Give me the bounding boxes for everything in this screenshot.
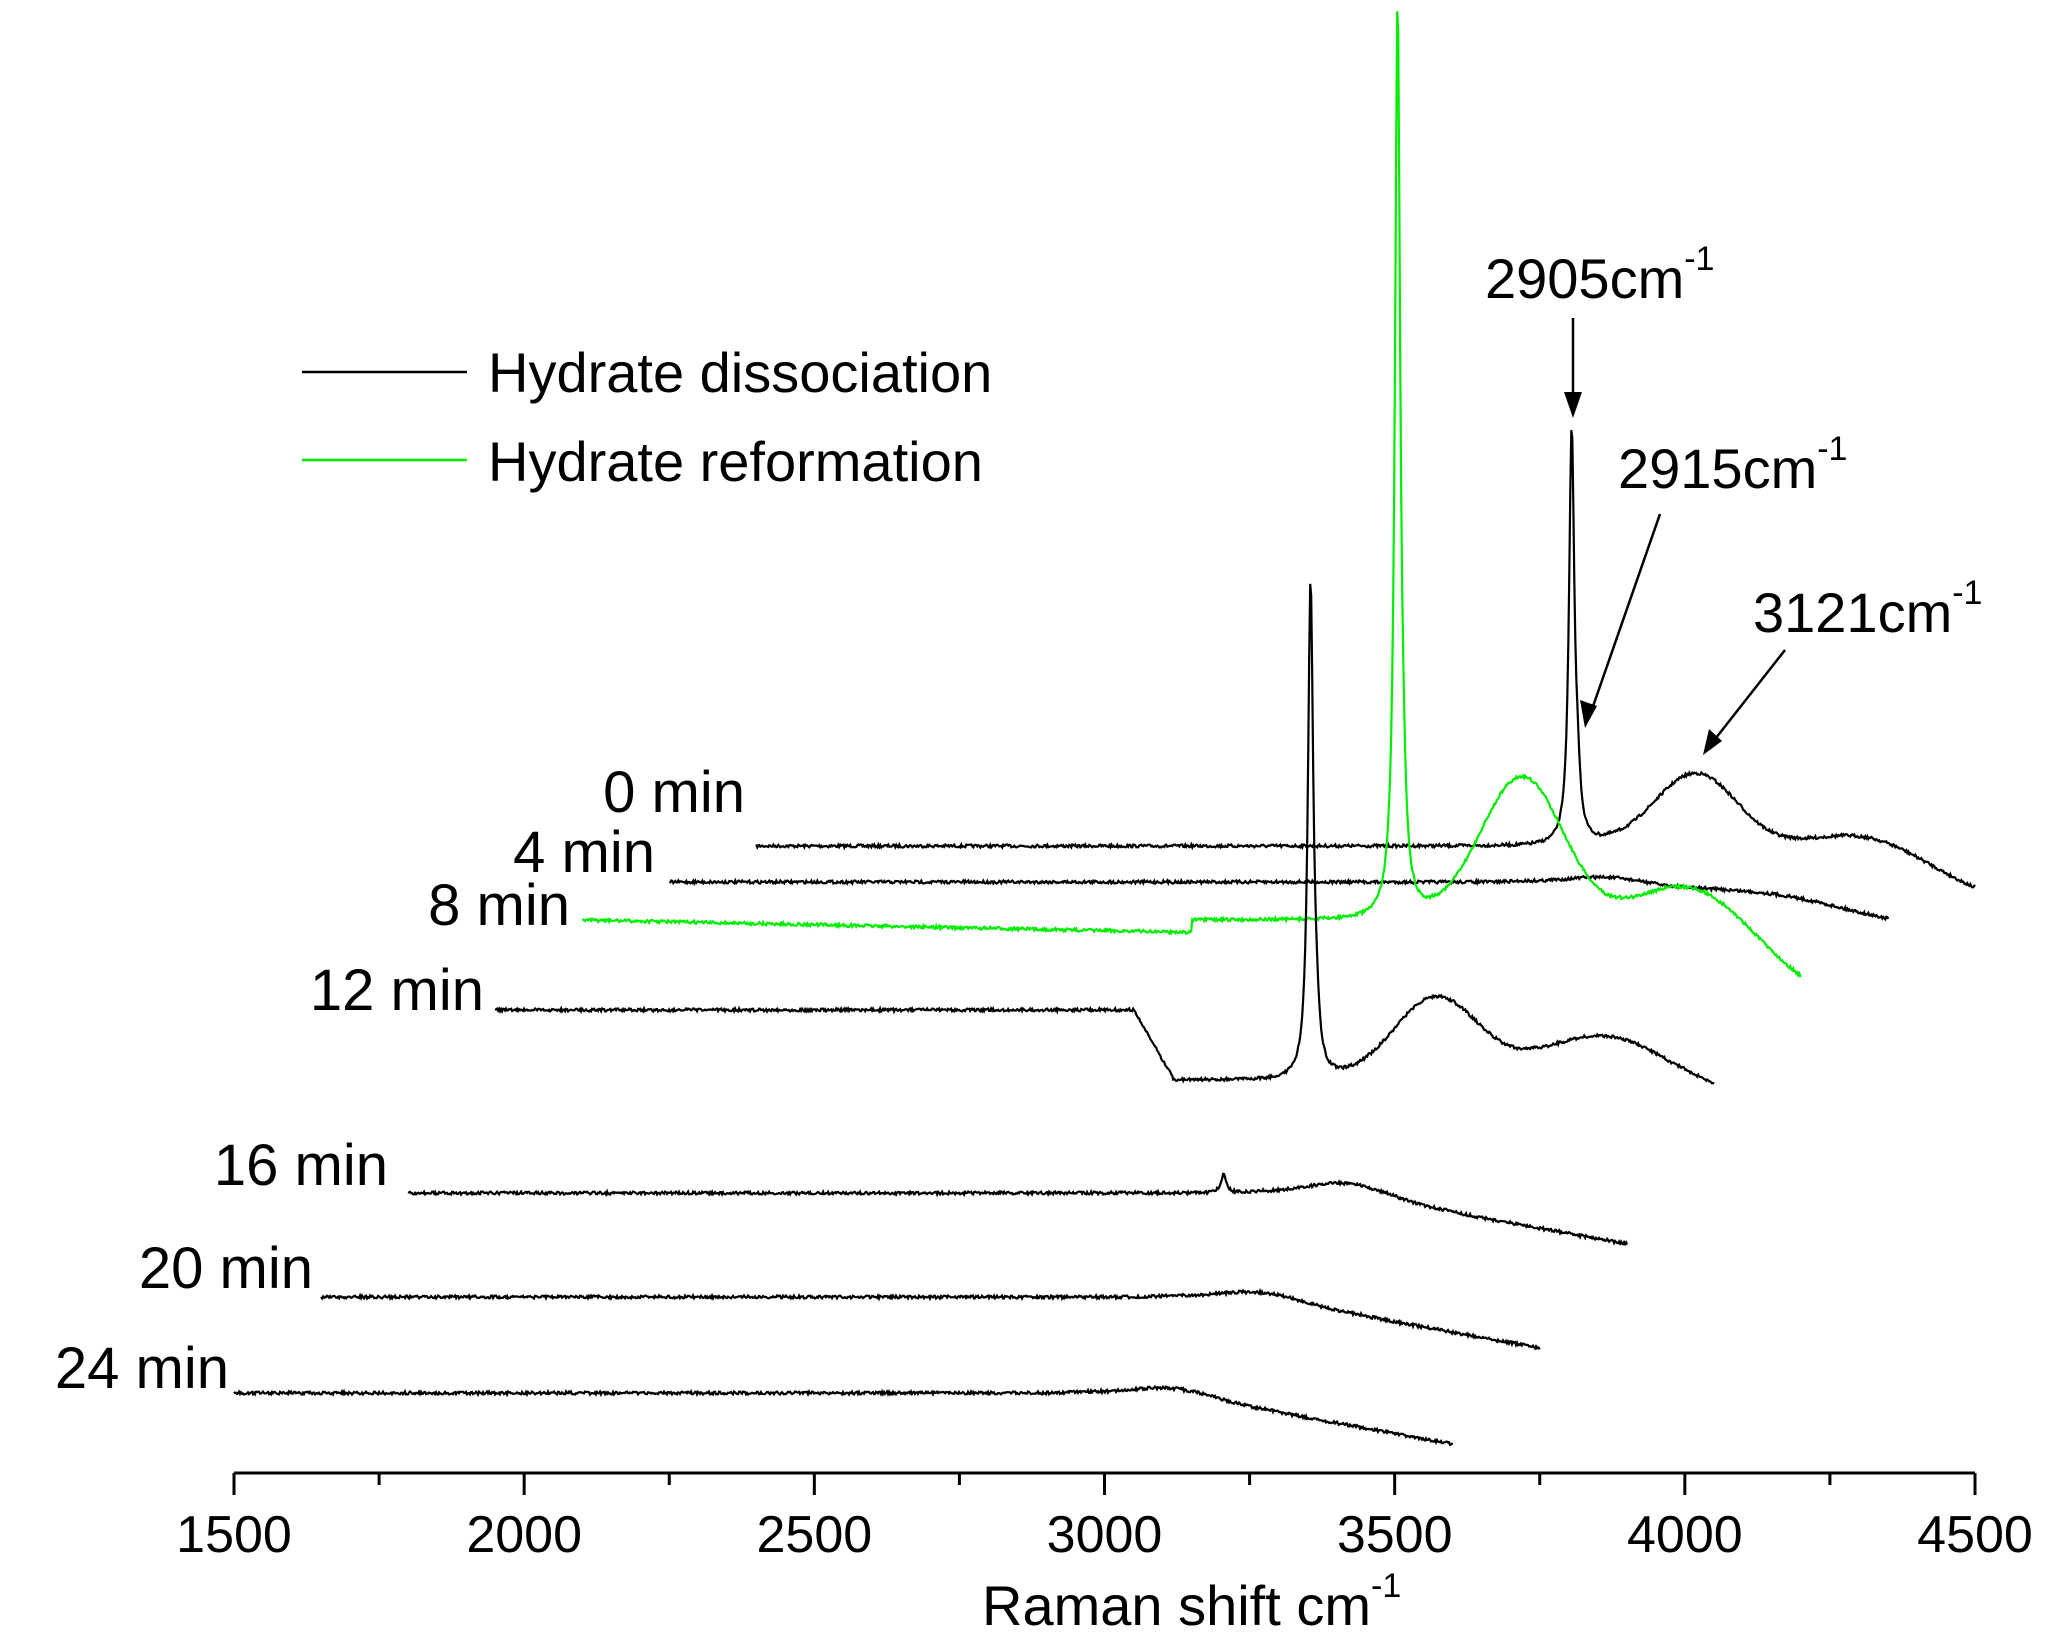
annotation-3121-arrow <box>1711 649 1786 744</box>
spectrum-line-8-min <box>581 11 1802 979</box>
spectrum-line-0-min <box>755 430 1976 889</box>
annotation-3121: 3121cm-1 <box>1753 574 1982 644</box>
annotation-3121-arrowhead <box>1703 729 1722 755</box>
x-tick-label: 2500 <box>756 1506 872 1564</box>
x-tick-label: 3500 <box>1337 1506 1453 1564</box>
x-tick-label: 2000 <box>466 1506 582 1564</box>
x-tick-label: 3000 <box>1047 1506 1163 1564</box>
series-label-24-min: 24 min <box>55 1336 229 1401</box>
series-label-16-min: 16 min <box>214 1133 388 1198</box>
legend-label-dissociation: Hydrate dissociation <box>488 341 992 404</box>
x-axis-title: Raman shift cm-1 <box>982 1567 1401 1637</box>
legend: Hydrate dissociation Hydrate reformation <box>302 341 992 493</box>
legend-label-reformation: Hydrate reformation <box>488 430 983 493</box>
series-label-12-min: 12 min <box>310 958 484 1023</box>
peak-annotations: 2905cm-1 2915cm-1 3121cm-1 <box>1485 240 1982 755</box>
annotation-2915-arrowhead <box>1580 700 1597 728</box>
spectrum-line-4-min <box>669 873 1890 922</box>
spectra-traces <box>233 11 1976 1447</box>
spectrum-line-24-min <box>233 1384 1454 1447</box>
spectrum-line-12-min <box>494 583 1715 1085</box>
spectrum-line-20-min <box>320 1287 1541 1351</box>
series-label-4-min: 4 min <box>513 820 655 885</box>
series-label-0-min: 0 min <box>603 760 745 825</box>
annotation-2915: 2915cm-1 <box>1618 430 1847 500</box>
annotation-2915-arrow <box>1588 513 1662 716</box>
annotation-2905: 2905cm-1 <box>1485 240 1714 310</box>
x-tick-label: 4000 <box>1627 1506 1743 1564</box>
x-tick-label: 4500 <box>1917 1506 2033 1564</box>
x-axis: 1500 2000 2500 3000 3500 4000 4500 <box>176 1471 2033 1564</box>
x-tick-label: 1500 <box>176 1506 292 1564</box>
series-label-8-min: 8 min <box>428 873 570 938</box>
series-label-20-min: 20 min <box>139 1236 313 1301</box>
annotation-2905-arrowhead <box>1564 392 1582 418</box>
spectrum-line-16-min <box>407 1172 1629 1247</box>
